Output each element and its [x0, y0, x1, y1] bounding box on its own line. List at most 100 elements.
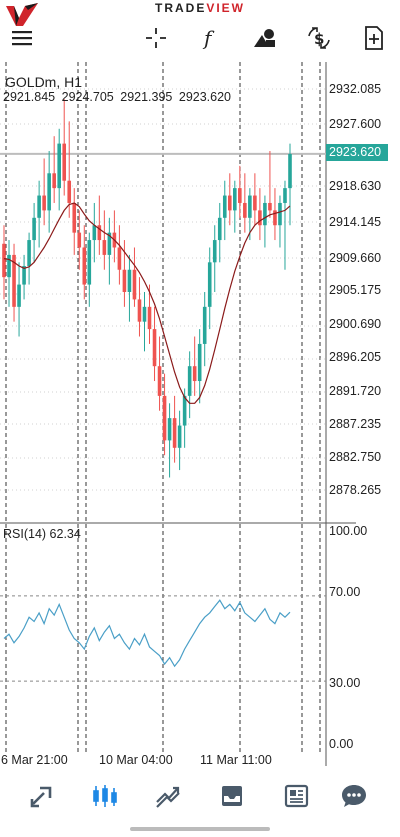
chart-icon[interactable] — [87, 780, 123, 812]
candle-body-9 — [47, 173, 51, 211]
time-axis-label: 10 Mar 04:00 — [99, 753, 173, 767]
candle-body-49 — [248, 195, 252, 218]
symbol-label: GOLDm, H1 — [5, 74, 83, 90]
new-document-icon[interactable] — [360, 24, 388, 52]
candle-body-30 — [152, 329, 157, 367]
price-axis-label: 2891.720 — [329, 384, 382, 398]
candle-body-39 — [197, 343, 202, 382]
price-axis-label: 2909.660 — [329, 251, 382, 265]
ohlc-low: 2921.395 — [120, 90, 173, 104]
candle-body-38 — [192, 366, 197, 382]
candle-body-2 — [12, 254, 16, 307]
home-indicator[interactable] — [130, 827, 270, 831]
candle-body-34 — [172, 418, 177, 448]
rsi-line — [3, 599, 291, 668]
quotes-icon[interactable] — [24, 780, 60, 812]
candle-body-13 — [67, 180, 72, 203]
rsi-title: RSI(14) 62.34 — [3, 527, 81, 541]
currency-icon[interactable]: $ — [305, 24, 333, 52]
candle-body-55 — [278, 202, 282, 226]
objects-icon[interactable] — [251, 24, 279, 52]
trade-icon[interactable] — [150, 780, 186, 812]
price-axis-label: 2900.690 — [329, 317, 382, 331]
chart-canvas[interactable] — [0, 62, 400, 766]
candle-body-6 — [32, 217, 36, 241]
price-axis-label: 2896.205 — [329, 350, 382, 364]
candle-body-42 — [212, 240, 217, 263]
candle-body-24 — [122, 269, 127, 292]
candle-body-25 — [127, 269, 132, 292]
price-axis-label: 2887.235 — [329, 417, 382, 431]
candle-body-52 — [263, 202, 267, 226]
news-icon[interactable] — [278, 780, 314, 812]
brand-name: TRADEVIEW — [0, 1, 400, 15]
candle-body-16 — [82, 247, 87, 285]
candle-body-32 — [162, 395, 167, 441]
history-icon[interactable] — [214, 780, 250, 812]
ohlc-values: 2921.845 2924.705 2921.395 2923.620 — [3, 90, 234, 104]
candle-body-17 — [87, 240, 92, 285]
candle-body-45 — [227, 195, 232, 211]
candle-body-51 — [258, 210, 262, 226]
candle-body-29 — [147, 306, 152, 330]
candle-body-23 — [117, 247, 122, 270]
candle-body-28 — [142, 306, 147, 322]
candle-body-33 — [167, 418, 172, 441]
candle-body-20 — [102, 240, 107, 255]
function-icon[interactable]: f — [196, 24, 224, 52]
brand-logo — [4, 2, 40, 28]
candle-body-0 — [2, 243, 6, 278]
candle-body-19 — [97, 225, 102, 241]
price-axis-label: 2882.750 — [329, 450, 382, 464]
candle-body-8 — [42, 195, 46, 211]
candle-body-10 — [52, 173, 56, 189]
candle-body-36 — [182, 395, 187, 426]
price-chart[interactable]: GOLDm, H1 2921.845 2924.705 2921.395 292… — [0, 62, 400, 767]
brand-name-part2: VIEW — [206, 1, 245, 15]
candle-body-1 — [7, 254, 11, 278]
candle-body-5 — [27, 240, 31, 267]
candle-body-37 — [187, 366, 192, 396]
ohlc-open: 2921.845 — [3, 90, 56, 104]
ohlc-close: 2923.620 — [178, 90, 232, 104]
rsi-axis-label: 70.00 — [329, 585, 361, 599]
candle-body-18 — [92, 225, 97, 241]
candle-body-57 — [288, 154, 292, 189]
bottom-navigation — [0, 766, 400, 837]
candle-body-4 — [22, 266, 26, 285]
candle-body-40 — [202, 306, 207, 344]
candle-body-27 — [137, 299, 142, 322]
candle-body-50 — [253, 195, 257, 211]
top-toolbar: TRADEVIEW f $ — [0, 0, 400, 62]
rsi-axis-label: 100.00 — [329, 524, 368, 538]
svg-text:f: f — [202, 26, 215, 50]
brand-name-part1: TRADE — [154, 1, 207, 15]
candle-body-53 — [268, 202, 272, 211]
time-axis-label: 11 Mar 11:00 — [200, 753, 272, 767]
candle-body-41 — [207, 262, 212, 307]
moving-average-line — [3, 202, 291, 404]
candle-body-43 — [217, 217, 222, 241]
messages-icon[interactable] — [336, 780, 372, 812]
candle-body-26 — [132, 269, 137, 300]
ohlc-high: 2924.705 — [61, 90, 114, 104]
rsi-axis-label: 0.00 — [329, 737, 354, 751]
menu-icon[interactable] — [8, 24, 36, 52]
price-axis-label: 2905.175 — [329, 283, 382, 297]
candle-body-3 — [17, 284, 21, 307]
price-axis-label: 2914.145 — [329, 215, 382, 229]
price-axis-label: 2927.600 — [329, 117, 382, 131]
candle-body-44 — [222, 195, 227, 218]
candle-body-47 — [238, 188, 242, 203]
svg-text:$: $ — [314, 30, 324, 48]
candle-body-7 — [37, 195, 41, 218]
rsi-axis-label: 30.00 — [329, 676, 361, 690]
candle-body-21 — [107, 232, 112, 255]
crosshair-icon[interactable] — [142, 24, 170, 52]
candle-body-35 — [177, 425, 182, 448]
candle-body-11 — [57, 143, 61, 189]
candle-body-12 — [62, 143, 67, 181]
candle-body-31 — [157, 366, 162, 396]
price-axis-label: 2932.085 — [329, 82, 382, 96]
